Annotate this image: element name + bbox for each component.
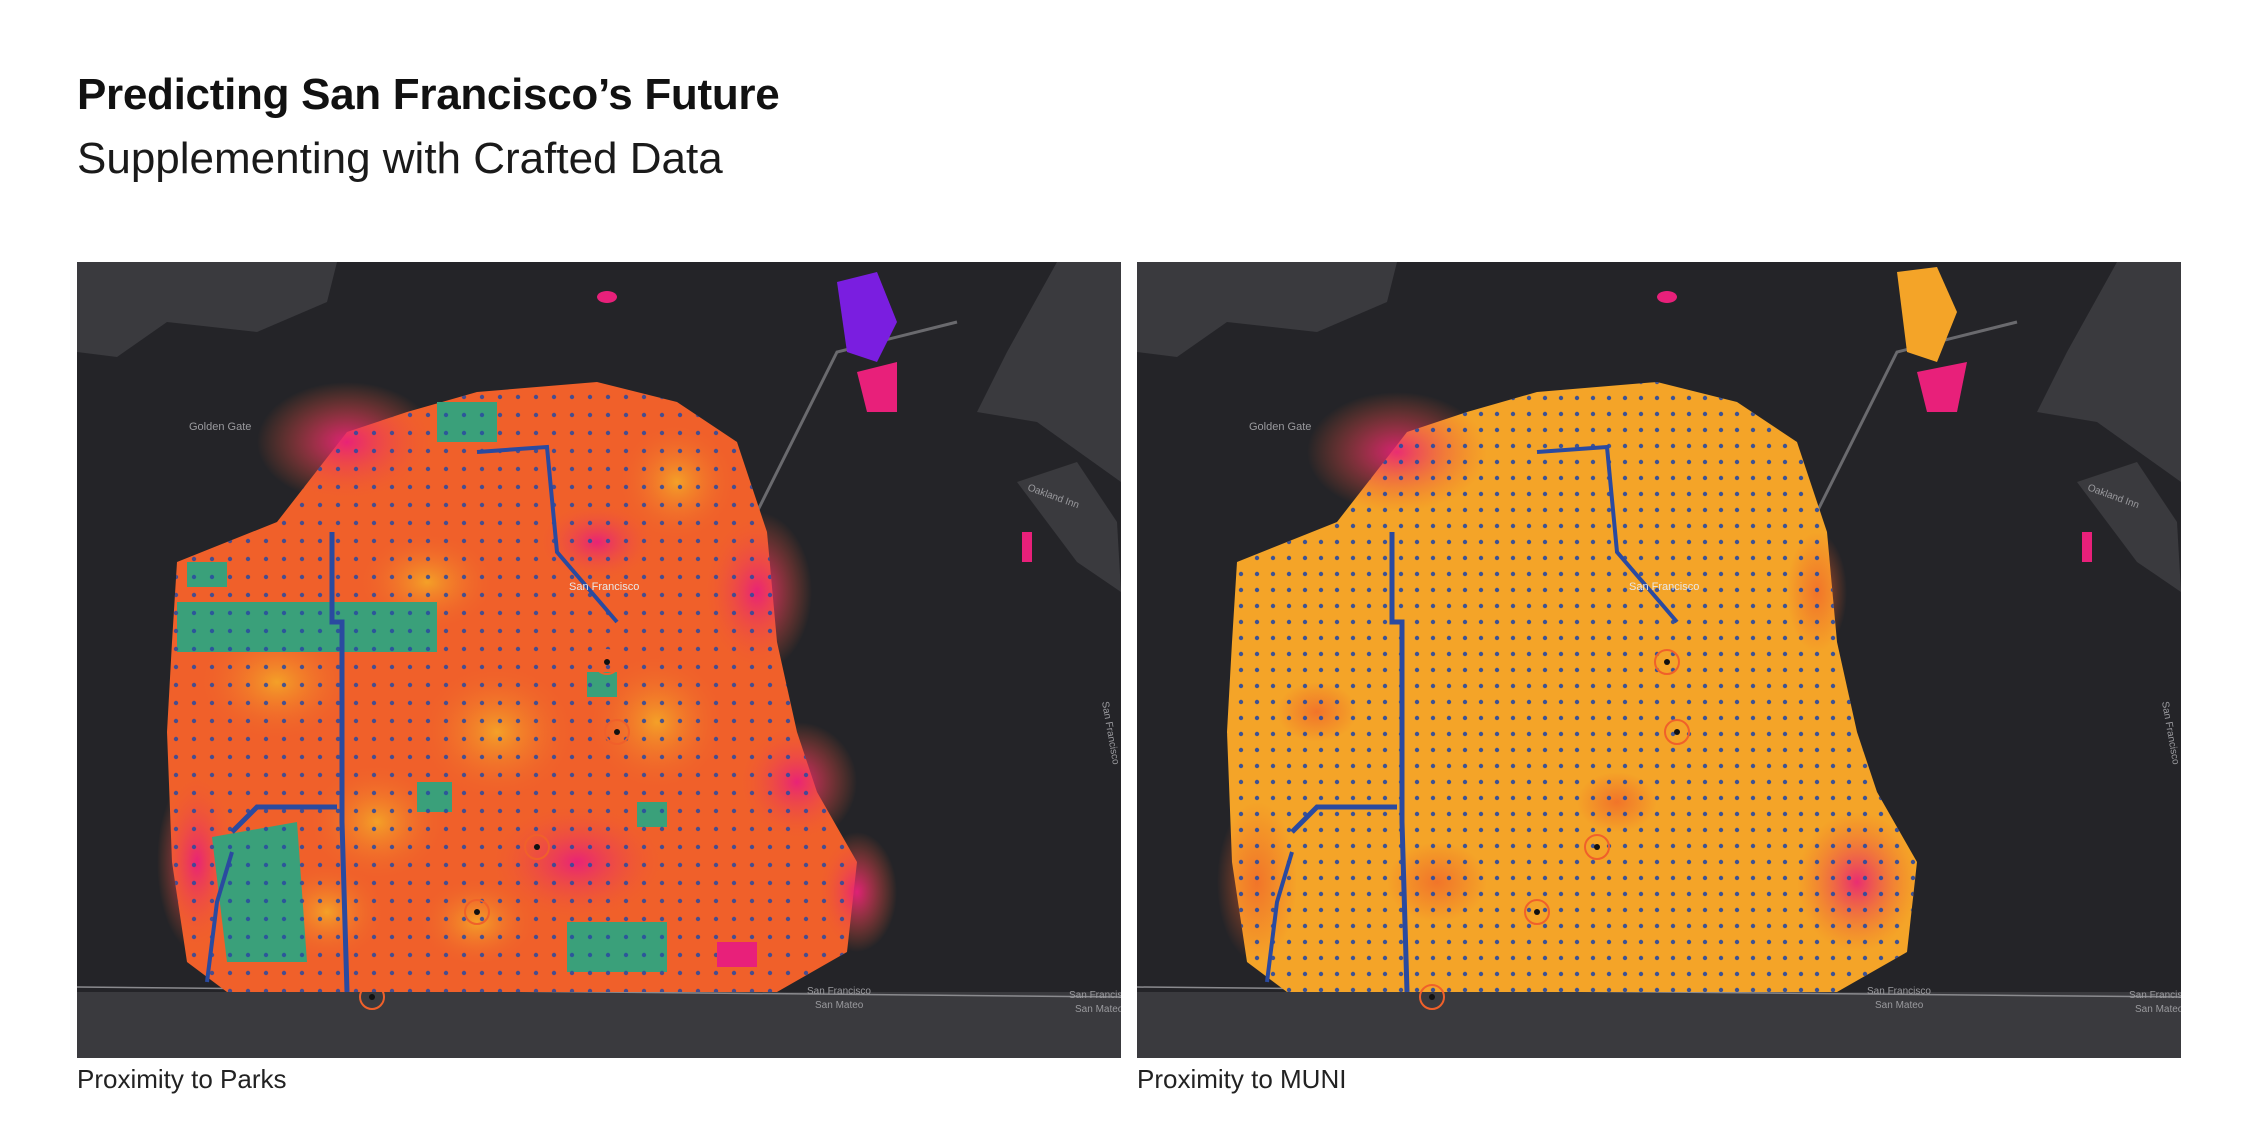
label-east: San Francisco <box>1099 701 1121 766</box>
label-golden-gate: Golden Gate <box>1249 421 1311 433</box>
label-county-sf-right: San Francisco <box>1069 990 1121 1001</box>
treasure-island-heat <box>837 272 897 362</box>
east-bay-land <box>2037 262 2181 482</box>
pin-icon[interactable] <box>1584 834 1610 860</box>
pin-icon[interactable] <box>1654 649 1680 675</box>
marin-land <box>77 262 337 357</box>
label-county-sm: San Mateo <box>815 1000 864 1011</box>
label-san-francisco: San Francisco <box>569 581 639 593</box>
pin-icon[interactable] <box>594 649 620 675</box>
transit-line <box>1389 532 1410 993</box>
page-subtitle: Supplementing with Crafted Data <box>77 134 723 183</box>
bridge <box>1805 320 2018 533</box>
south-land <box>1137 992 2181 1058</box>
treasure-island-land <box>1017 462 1121 592</box>
map-parks[interactable]: Golden Gate San Francisco Oakland Inn Sa… <box>77 262 1121 1058</box>
pin-icon[interactable] <box>604 719 630 745</box>
pin-icon[interactable] <box>464 899 490 925</box>
pin-icon[interactable] <box>1524 899 1550 925</box>
treasure-island-heat <box>1897 267 1957 362</box>
label-county-sm-right: San Mateo <box>1075 1004 1121 1015</box>
marin-land <box>1137 262 1397 357</box>
label-golden-gate: Golden Gate <box>189 421 251 433</box>
label-county-sf: San Francisco <box>807 986 871 997</box>
label-county-sm: San Mateo <box>1875 1000 1924 1011</box>
label-east: San Francisco <box>2159 701 2181 766</box>
east-bay-land <box>977 262 1121 482</box>
label-county-sf: San Francisco <box>1867 986 1931 997</box>
map-muni[interactable]: Golden Gate San Francisco Oakland Inn Sa… <box>1137 262 2181 1058</box>
pin-icon[interactable] <box>1419 984 1445 1010</box>
map-parks-canvas: Golden Gate San Francisco Oakland Inn Sa… <box>77 262 1121 1058</box>
caption-parks: Proximity to Parks <box>77 1064 287 1094</box>
caption-muni: Proximity to MUNI <box>1137 1064 1347 1094</box>
south-land <box>77 992 1121 1058</box>
map-muni-canvas: Golden Gate San Francisco Oakland Inn Sa… <box>1137 262 2181 1058</box>
bridge <box>745 320 958 533</box>
pin-icon[interactable] <box>524 834 550 860</box>
label-county-sf-right: San Francisco <box>2129 990 2181 1001</box>
page-title: Predicting San Francisco’s Future <box>77 70 780 119</box>
label-san-francisco: San Francisco <box>1629 581 1699 593</box>
pin-icon[interactable] <box>1664 719 1690 745</box>
pin-icon[interactable] <box>359 984 385 1010</box>
transit-line <box>329 532 350 993</box>
label-county-sm-right: San Mateo <box>2135 1004 2181 1015</box>
treasure-island-land <box>2077 462 2181 592</box>
